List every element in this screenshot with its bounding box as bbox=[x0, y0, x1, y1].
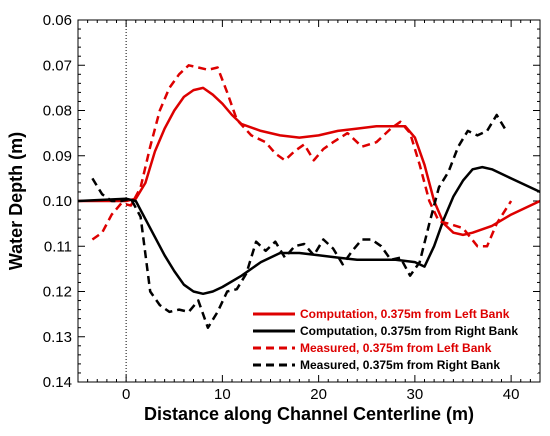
x-tick-label: 40 bbox=[503, 386, 520, 403]
y-tick-label: 0.11 bbox=[44, 238, 72, 255]
plot-frame bbox=[77, 19, 541, 383]
x-tick-label: 20 bbox=[310, 386, 327, 403]
y-tick-label: 0.06 bbox=[43, 12, 72, 29]
legend-label-3: Measured, 0.375m from Left Bank bbox=[300, 341, 492, 355]
tick-labels: 0 10 20 30 40 0.06 0.07 0.08 0.09 0.10 0.11 0.12 0.1… bbox=[43, 12, 520, 403]
legend-background bbox=[248, 305, 538, 373]
x-axis-title: Distance along Channel Centerline (m) bbox=[144, 404, 474, 424]
x-tick-label: 10 bbox=[214, 386, 231, 403]
y-tick-label: 0.14 bbox=[43, 374, 72, 391]
y-tick-label: 0.13 bbox=[43, 329, 72, 346]
legend-label-2: Computation, 0.375m from Right Bank bbox=[300, 324, 518, 338]
series-line-1 bbox=[78, 86, 540, 237]
y-tick-label: 0.09 bbox=[43, 148, 72, 165]
series-line-2 bbox=[78, 165, 540, 296]
data-series bbox=[78, 64, 540, 329]
series-line-3 bbox=[91, 64, 513, 248]
legend: Computation, 0.375m from Left Bank Comput… bbox=[248, 305, 538, 373]
y-tick-label: 0.12 bbox=[43, 284, 72, 301]
y-tick-label: 0.07 bbox=[43, 57, 72, 74]
legend-label-4: Measured, 0.375m from Right Bank bbox=[300, 358, 500, 372]
x-tick-label: 0 bbox=[122, 386, 130, 403]
legend-label-1: Computation, 0.375m from Left Bank bbox=[300, 307, 510, 321]
y-tick-label: 0.08 bbox=[43, 103, 72, 120]
series-line-4 bbox=[91, 113, 508, 329]
y-tick-label: 0.10 bbox=[43, 193, 72, 210]
y-axis-title: Water Depth (m) bbox=[6, 132, 26, 270]
x-tick-label: 30 bbox=[407, 386, 424, 403]
